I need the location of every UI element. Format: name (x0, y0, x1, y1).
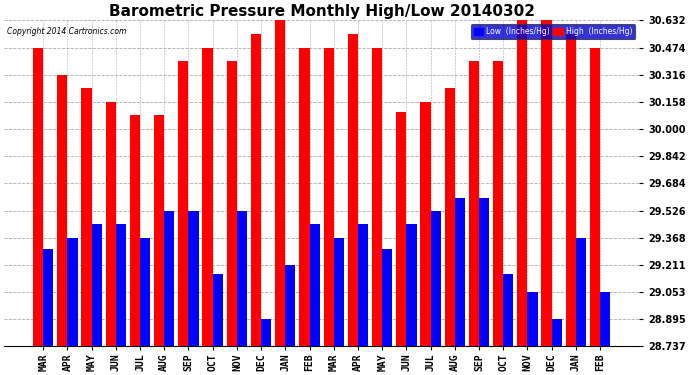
Text: Copyright 2014 Cartronics.com: Copyright 2014 Cartronics.com (8, 27, 127, 36)
Bar (285, 265, 295, 346)
Bar (213, 274, 223, 346)
Bar (324, 48, 334, 346)
Bar (455, 198, 465, 346)
Bar (590, 48, 600, 346)
Bar (372, 48, 382, 346)
Legend: Low  (Inches/Hg), High  (Inches/Hg): Low (Inches/Hg), High (Inches/Hg) (471, 24, 635, 39)
Bar (140, 238, 150, 346)
Bar (237, 210, 247, 346)
Bar (92, 224, 102, 346)
Bar (600, 292, 610, 346)
Bar (178, 61, 188, 346)
Bar (334, 238, 344, 346)
Bar (164, 210, 175, 346)
Bar (68, 238, 77, 346)
Bar (479, 198, 489, 346)
Bar (57, 75, 68, 346)
Bar (358, 224, 368, 346)
Bar (431, 210, 441, 346)
Bar (348, 34, 358, 346)
Bar (518, 20, 527, 346)
Bar (527, 292, 538, 346)
Bar (43, 249, 53, 346)
Bar (396, 112, 406, 346)
Bar (493, 61, 503, 346)
Bar (503, 274, 513, 346)
Bar (106, 102, 116, 346)
Bar (566, 34, 576, 346)
Bar (576, 238, 586, 346)
Bar (420, 102, 431, 346)
Bar (251, 34, 261, 346)
Bar (382, 249, 393, 346)
Bar (188, 210, 199, 346)
Bar (202, 48, 213, 346)
Bar (310, 224, 319, 346)
Bar (469, 61, 479, 346)
Bar (275, 20, 285, 346)
Title: Barometric Pressure Monthly High/Low 20140302: Barometric Pressure Monthly High/Low 201… (108, 4, 535, 19)
Bar (33, 48, 43, 346)
Bar (551, 319, 562, 346)
Bar (227, 61, 237, 346)
Bar (444, 88, 455, 346)
Bar (406, 224, 417, 346)
Bar (130, 116, 140, 346)
Bar (261, 319, 271, 346)
Bar (81, 88, 92, 346)
Bar (154, 116, 164, 346)
Bar (116, 224, 126, 346)
Bar (542, 20, 551, 346)
Bar (299, 48, 310, 346)
